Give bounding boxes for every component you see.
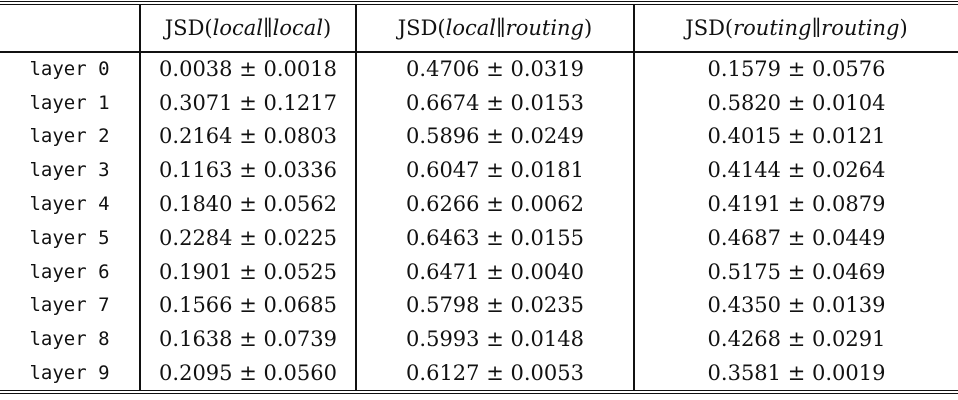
value-cell: 0.5175 ± 0.0469 (633, 254, 958, 289)
header-suffix: ) (584, 16, 593, 40)
value-cell: 0.4268 ± 0.0291 (633, 322, 958, 357)
value-cell: 0.5896 ± 0.0249 (355, 119, 634, 154)
header-left-operand: routing (733, 16, 812, 40)
header-suffix: ) (899, 16, 908, 40)
value-cell: 0.4015 ± 0.0121 (633, 119, 958, 154)
parallel-separator: ∥ (262, 16, 273, 40)
value-cell: 0.5798 ± 0.0235 (355, 288, 634, 323)
table-row: layer 4 0.1840 ± 0.0562 0.6266 ± 0.0062 0.4… (0, 187, 958, 221)
value-cell: 0.2164 ± 0.0803 (139, 119, 356, 154)
value-cell: 0.4350 ± 0.0139 (633, 288, 958, 323)
row-label: layer 3 (29, 159, 110, 182)
value-cell: 0.1579 ± 0.0576 (633, 52, 958, 86)
header-row: JSD(local∥local) JSD(local∥routing) JSD(… (0, 5, 958, 53)
header-right-operand: routing (505, 16, 585, 40)
column-header-jsd-local-routing: JSD(local∥routing) (355, 5, 634, 53)
table-row: layer 8 0.1638 ± 0.0739 0.5993 ± 0.0148 0.4… (0, 322, 958, 357)
value-cell: 0.6471 ± 0.0040 (355, 254, 634, 289)
table-row: layer 3 0.1163 ± 0.0336 0.6047 ± 0.0181 0.4… (0, 153, 958, 188)
table-body: layer 0 0.0038 ± 0.0018 0.4706 ± 0.0319 0.1… (0, 52, 958, 390)
value-cell: 0.1163 ± 0.0336 (139, 153, 356, 188)
header-right-operand: routing (821, 16, 900, 40)
row-label: layer 7 (29, 294, 110, 317)
column-header-jsd-routing-routing: JSD(routing∥routing) (633, 5, 958, 53)
value-cell: 0.1566 ± 0.0685 (139, 288, 356, 323)
column-header-jsd-local-local: JSD(local∥local) (139, 5, 356, 53)
value-cell: 0.1840 ± 0.0562 (139, 187, 356, 221)
value-cell: 0.6463 ± 0.0155 (355, 220, 634, 255)
value-cell: 0.2284 ± 0.0225 (139, 220, 356, 255)
table-header: JSD(local∥local) JSD(local∥routing) JSD(… (0, 5, 958, 53)
row-label: layer 9 (29, 362, 110, 385)
value-cell: 0.3581 ± 0.0019 (633, 356, 958, 390)
table-row: layer 1 0.3071 ± 0.1217 0.6674 ± 0.0153 0.5… (0, 85, 958, 120)
table-row: layer 6 0.1901 ± 0.0525 0.6471 ± 0.0040 0.5… (0, 254, 958, 289)
value-cell: 0.2095 ± 0.0560 (139, 356, 356, 390)
row-label: layer 2 (29, 125, 110, 148)
table-row: layer 5 0.2284 ± 0.0225 0.6463 ± 0.0155 0.4… (0, 220, 958, 255)
table-row: layer 9 0.2095 ± 0.0560 0.6127 ± 0.0053 0.3… (0, 356, 958, 390)
header-left-operand: local (445, 16, 496, 40)
value-cell: 0.6047 ± 0.0181 (355, 153, 634, 188)
row-label: layer 0 (29, 58, 110, 81)
corner-cell (0, 5, 140, 53)
row-label: layer 4 (29, 193, 110, 216)
jsd-table: JSD(local∥local) JSD(local∥routing) JSD(… (0, 5, 958, 390)
header-prefix: JSD( (164, 16, 213, 40)
header-suffix: ) (323, 16, 332, 40)
value-cell: 0.0038 ± 0.0018 (139, 52, 356, 86)
parallel-separator: ∥ (811, 16, 822, 40)
row-label: layer 8 (29, 328, 110, 351)
value-cell: 0.6674 ± 0.0153 (355, 85, 634, 120)
value-cell: 0.1901 ± 0.0525 (139, 254, 356, 289)
value-cell: 0.3071 ± 0.1217 (139, 85, 356, 120)
table-row: layer 7 0.1566 ± 0.0685 0.5798 ± 0.0235 0.4… (0, 288, 958, 323)
value-cell: 0.1638 ± 0.0739 (139, 322, 356, 357)
value-cell: 0.4706 ± 0.0319 (355, 52, 634, 86)
table-row: layer 0 0.0038 ± 0.0018 0.4706 ± 0.0319 0.1… (0, 52, 958, 86)
value-cell: 0.4687 ± 0.0449 (633, 220, 958, 255)
header-prefix: JSD( (397, 16, 446, 40)
table-row: layer 2 0.2164 ± 0.0803 0.5896 ± 0.0249 0.4… (0, 119, 958, 154)
value-cell: 0.5993 ± 0.0148 (355, 322, 634, 357)
header-left-operand: local (212, 16, 263, 40)
value-cell: 0.6127 ± 0.0053 (355, 356, 634, 390)
value-cell: 0.4191 ± 0.0879 (633, 187, 958, 221)
value-cell: 0.6266 ± 0.0062 (355, 187, 634, 221)
row-label: layer 5 (29, 226, 110, 249)
value-cell: 0.5820 ± 0.0104 (633, 85, 958, 120)
header-right-operand: local (272, 16, 324, 40)
parallel-separator: ∥ (495, 16, 506, 40)
row-label: layer 6 (29, 260, 110, 283)
row-label: layer 1 (29, 91, 110, 114)
header-prefix: JSD( (685, 16, 734, 40)
value-cell: 0.4144 ± 0.0264 (633, 153, 958, 188)
